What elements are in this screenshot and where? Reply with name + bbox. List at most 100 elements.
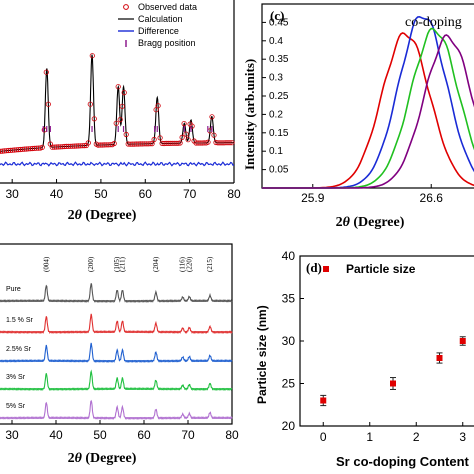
panel-b-series-label: Pure: [6, 286, 21, 293]
observed-point: [149, 141, 155, 147]
observed-point: [227, 140, 233, 146]
panel-a-x-tick-label: 80: [227, 187, 241, 201]
observed-point: [87, 101, 93, 107]
panel-a-x-tick-label: 70: [183, 187, 197, 201]
panel-a-x-tick-label: 60: [139, 187, 153, 201]
panel-b-hkl-label: (116): [179, 256, 187, 272]
observed-point: [151, 136, 157, 143]
observed-point: [147, 141, 153, 147]
difference-line: [0, 161, 234, 167]
observed-point: [113, 120, 119, 126]
panel-b-hkl-label: (220): [185, 256, 193, 272]
panel-c-annotation: co-doping: [405, 15, 462, 30]
panel-c-label: (c): [270, 8, 284, 23]
observed-point: [115, 84, 121, 90]
legend-particle-size-marker: [323, 266, 329, 272]
panel-c-y-tick-label: 0.05: [269, 165, 289, 176]
observed-point: [43, 69, 49, 75]
panel-c-curve: [262, 32, 474, 189]
panel-c-y-tick-label: 0.1: [269, 146, 283, 157]
legend-difference-label: Difference: [138, 26, 179, 36]
panel-b-frame: [0, 243, 233, 425]
panel-b-series-label: 5% Sr: [6, 403, 26, 410]
panel-d-x-axis-label: Sr co-doping Content: [336, 454, 470, 469]
panel-d-x-tick-label: 1: [366, 430, 373, 444]
panel-d-x-tick-label: 3: [459, 430, 466, 444]
observed-point: [121, 90, 127, 96]
particle-size-point: [320, 397, 327, 404]
panel-a-x-tick-label: 40: [50, 187, 64, 201]
particle-size-point: [390, 380, 396, 387]
panel-b-x-tick-label: 70: [181, 428, 195, 442]
observed-point: [91, 116, 97, 122]
panel-b-hkl-label: (200): [87, 256, 95, 272]
panel-d-y-tick-label: 40: [282, 249, 296, 263]
panel-b-hkl-label: (105): [113, 256, 121, 272]
observed-point: [155, 103, 161, 109]
observed-point: [111, 140, 117, 147]
legend-bragg-label: Bragg position: [138, 38, 196, 48]
panel-b-pattern: [0, 399, 233, 420]
calculation-line: [0, 54, 234, 152]
observed-point: [205, 139, 211, 145]
panel-b-hkl-label: (004): [42, 256, 50, 272]
panel-d-y-tick-label: 35: [282, 292, 296, 306]
observed-point: [145, 141, 151, 147]
observed-point: [211, 132, 217, 138]
panel-d-label: (d): [306, 260, 322, 275]
legend-observed-label: Observed data: [138, 2, 197, 12]
panel-b-pattern: [0, 313, 233, 334]
panel-b-x-tick-label: 60: [137, 428, 151, 442]
panel-b-pattern: [0, 283, 233, 304]
observed-point: [45, 101, 51, 107]
observed-point: [185, 137, 191, 143]
observed-point: [175, 140, 181, 146]
panel-b-series-label: 1.5 % Sr: [6, 317, 34, 324]
panel-c-x-tick-label: 26.6: [420, 191, 444, 205]
panel-b-pattern: [0, 342, 233, 363]
legend-observed-marker: [123, 4, 129, 10]
observed-point: [209, 114, 215, 120]
panel-b-hkl-label: (215): [206, 256, 214, 272]
observed-point: [201, 140, 207, 146]
panel-c-curve: [262, 34, 474, 189]
observed-point: [189, 123, 195, 129]
panel-c-y-tick-label: 0.2: [269, 109, 283, 120]
panel-b-hkl-label: (211): [118, 256, 126, 272]
panel-b-x-tick-label: 30: [5, 428, 19, 442]
observed-point: [39, 144, 45, 150]
panel-c-x-axis-label: 2θ (Degree): [336, 215, 405, 230]
observed-point: [177, 140, 183, 146]
observed-point: [229, 140, 235, 146]
observed-point: [181, 121, 187, 127]
particle-size-point: [459, 338, 466, 344]
panel-c-y-tick-label: 0.35: [269, 54, 289, 65]
legend-particle-size-label: Particle size: [346, 262, 416, 276]
panel-c-y-axis-label: Intensity (arb.units): [242, 59, 257, 170]
panel-d-y-tick-label: 20: [282, 419, 296, 433]
panel-d-x-tick-label: 0: [320, 430, 327, 444]
panel-c-x-tick-label: 25.9: [301, 191, 325, 205]
panel-b-pattern: [0, 369, 233, 392]
observed-point: [183, 131, 189, 137]
panel-b-x-tick-label: 80: [225, 428, 239, 442]
panel-a-x-axis-label: 2θ (Degree): [68, 208, 137, 223]
observed-point: [179, 134, 185, 140]
panel-b-x-tick-label: 40: [49, 428, 63, 442]
panel-a-x-tick-label: 30: [6, 187, 20, 201]
panel-d-y-tick-label: 25: [282, 377, 296, 391]
particle-size-point: [436, 355, 443, 361]
panel-c-curve: [262, 15, 474, 189]
observed-point: [157, 135, 163, 141]
panel-b-series-label: 2.5% Sr: [6, 346, 32, 353]
panel-c-y-tick-label: 0.25: [269, 91, 289, 102]
panel-d-x-tick-label: 2: [413, 430, 420, 444]
panel-d-y-axis-label: Particle size (nm): [255, 305, 269, 404]
panel-c-y-tick-label: 0.4: [269, 36, 283, 47]
observed-data-points: [0, 53, 235, 154]
observed-point: [117, 117, 123, 123]
panel-d-y-tick-label: 30: [282, 334, 296, 348]
observed-point: [123, 131, 129, 138]
observed-point: [119, 103, 125, 109]
